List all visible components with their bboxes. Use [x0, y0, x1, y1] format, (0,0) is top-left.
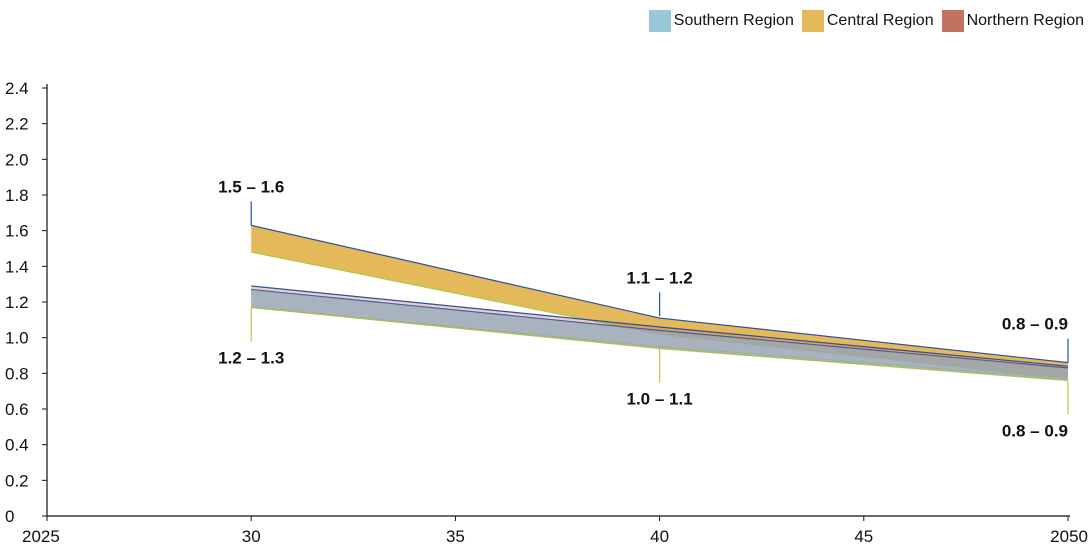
annotation-label: 1.0 – 1.1: [627, 389, 693, 408]
legend-label-central: Central Region: [826, 12, 934, 29]
annotation-label: 0.8 – 0.9: [1002, 315, 1068, 334]
legend-item-southern: Southern Region: [648, 10, 794, 32]
band-overlap: [251, 289, 1068, 381]
band-southern-region: [251, 289, 1068, 381]
x-tick-label: 35: [446, 527, 465, 546]
x-tick-label: 2050: [1050, 527, 1088, 546]
band-upper-line: [251, 285, 1069, 367]
legend-label-northern: Northern Region: [966, 12, 1084, 29]
legend-swatch-southern: [648, 10, 671, 32]
x-tick-label: 45: [854, 527, 873, 546]
legend-label-southern: Southern Region: [673, 12, 794, 29]
y-tick-label: 1.8: [5, 186, 29, 205]
legend-item-central: Central Region: [801, 10, 934, 32]
annotation-label: 1.1 – 1.2: [627, 268, 693, 287]
legend-swatch-northern: [941, 10, 964, 32]
y-tick-label: 0.8: [5, 364, 29, 383]
legend: Southern Region Central Region Northern …: [645, 10, 1084, 32]
y-tick-label: 0.6: [5, 400, 29, 419]
y-tick-label: 2.0: [5, 150, 29, 169]
y-tick-label: 1.4: [5, 257, 29, 276]
y-tick-label: 1.2: [5, 293, 29, 312]
x-tick-label: 2025: [22, 527, 60, 546]
band-upper-line: [251, 288, 1069, 369]
band-upper-line: [251, 224, 1069, 364]
y-tick-label: 2.2: [5, 115, 29, 134]
x-tick-label: 30: [242, 527, 261, 546]
y-tick-label: 1.0: [5, 329, 29, 348]
y-tick-label: 0: [5, 507, 14, 526]
y-tick-label: 0.4: [5, 436, 29, 455]
annotation-label: 0.8 – 0.9: [1002, 421, 1068, 440]
x-tick-label: 40: [650, 527, 669, 546]
legend-item-northern: Northern Region: [941, 10, 1084, 32]
y-tick-label: 0.2: [5, 471, 29, 490]
legend-swatch-central: [801, 10, 824, 32]
annotation-label: 1.5 – 1.6: [218, 177, 284, 196]
annotation-label: 1.2 – 1.3: [218, 348, 284, 367]
y-tick-label: 2.4: [5, 79, 29, 98]
y-tick-label: 1.6: [5, 222, 29, 241]
